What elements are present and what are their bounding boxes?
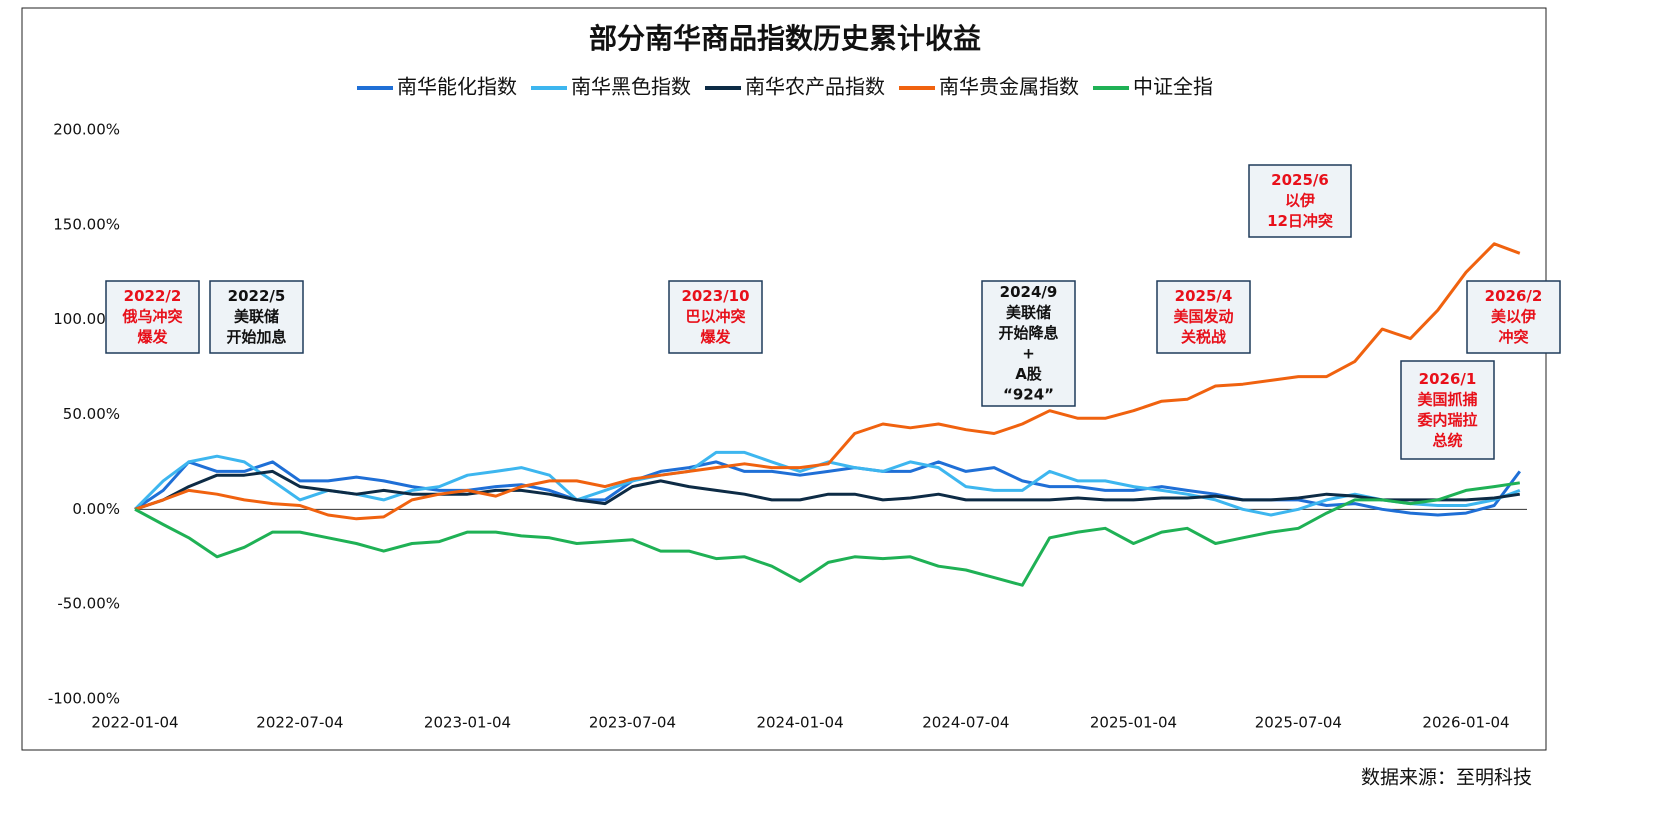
- x-tick-label: 2024-01-04: [756, 714, 843, 732]
- y-tick-label: 50.00%: [63, 405, 120, 423]
- annotation-text: 12日冲突: [1267, 212, 1333, 230]
- y-tick-label: 150.00%: [53, 215, 120, 233]
- y-tick-label: -100.00%: [48, 690, 120, 708]
- annotation-text: 开始降息: [998, 324, 1058, 342]
- annotation-text: 美国发动: [1173, 308, 1233, 326]
- annotation-box: [1466, 280, 1561, 354]
- annotation-text: 俄乌冲突: [121, 308, 182, 326]
- y-tick-label: 100.00%: [53, 310, 120, 328]
- annotation-text: 2023/10: [681, 287, 749, 305]
- x-tick-label: 2024-07-04: [922, 714, 1009, 732]
- annotation-text: 2024/9: [1000, 283, 1058, 301]
- legend-label: 南华农产品指数: [745, 75, 885, 99]
- annotation-text: “924”: [1003, 385, 1054, 403]
- annotation-text: A股: [1015, 365, 1043, 383]
- annotation-text: 巴以冲突: [685, 308, 745, 326]
- annotation-text: 爆发: [700, 328, 731, 346]
- series-line: [133, 450, 1521, 517]
- x-tick-label: 2022-01-04: [91, 714, 178, 732]
- chart-title: 部分南华商品指数历史累计收益: [589, 22, 981, 55]
- annotation-text: 关税战: [1181, 328, 1226, 346]
- annotation-box: [1248, 164, 1352, 238]
- y-tick-label: 0.00%: [72, 500, 120, 518]
- annotation-text: 开始加息: [226, 328, 286, 346]
- annotation-text: 2022/5: [228, 287, 286, 305]
- x-tick-label: 2025-07-04: [1255, 714, 1342, 732]
- legend-label: 南华能化指数: [397, 75, 517, 99]
- annotation-text: 美以伊: [1491, 308, 1536, 326]
- legend-label: 南华贵金属指数: [939, 75, 1079, 99]
- annotation-text: 冲突: [1498, 328, 1528, 346]
- y-tick-label: 200.00%: [53, 121, 120, 139]
- annotation-text: 2025/6: [1271, 171, 1329, 189]
- annotation-text: 2025/4: [1175, 287, 1233, 305]
- annotation-box: [981, 280, 1076, 407]
- annotation-text: 爆发: [137, 328, 168, 346]
- annotation-box: [1156, 280, 1251, 354]
- annotation-text: 美联储: [234, 308, 279, 326]
- series-line: [134, 481, 1521, 587]
- x-tick-label: 2023-01-04: [424, 714, 511, 732]
- legend-label: 南华黑色指数: [571, 75, 691, 99]
- frame: [21, 7, 1547, 751]
- x-tick-label: 2022-07-04: [256, 714, 343, 732]
- annotation-text: 总统: [1432, 431, 1462, 449]
- series-line: [134, 242, 1521, 521]
- annotation-text: 美国抓捕: [1417, 390, 1477, 408]
- x-tick-label: 2025-01-04: [1090, 714, 1177, 732]
- legend: 南华能化指数 南华黑色指数 南华农产品指数 南华贵金属指数 中证全指: [357, 75, 1213, 99]
- annotation-text: 2026/1: [1419, 370, 1477, 388]
- x-tick-label: 2023-07-04: [589, 714, 676, 732]
- series-line: [134, 469, 1521, 511]
- x-tick-label: 2026-01-04: [1422, 714, 1509, 732]
- annotation-box: [668, 280, 763, 354]
- source-note: 数据来源：至明科技: [1361, 767, 1532, 789]
- y-tick-label: -50.00%: [57, 595, 120, 613]
- annotation-box: [209, 280, 304, 354]
- annotation-text: 美联储: [1006, 303, 1051, 321]
- annotation-text: 以伊: [1285, 192, 1315, 210]
- annotation-text: 2026/2: [1485, 287, 1543, 305]
- annotation-text: +: [1022, 344, 1035, 362]
- legend-label: 中证全指: [1133, 75, 1213, 99]
- annotation-box: [1400, 360, 1495, 460]
- annotation-text: 委内瑞拉: [1417, 411, 1477, 429]
- series-line: [134, 460, 1521, 517]
- annotation-text: 2022/2: [124, 287, 182, 305]
- annotation-box: [105, 280, 200, 354]
